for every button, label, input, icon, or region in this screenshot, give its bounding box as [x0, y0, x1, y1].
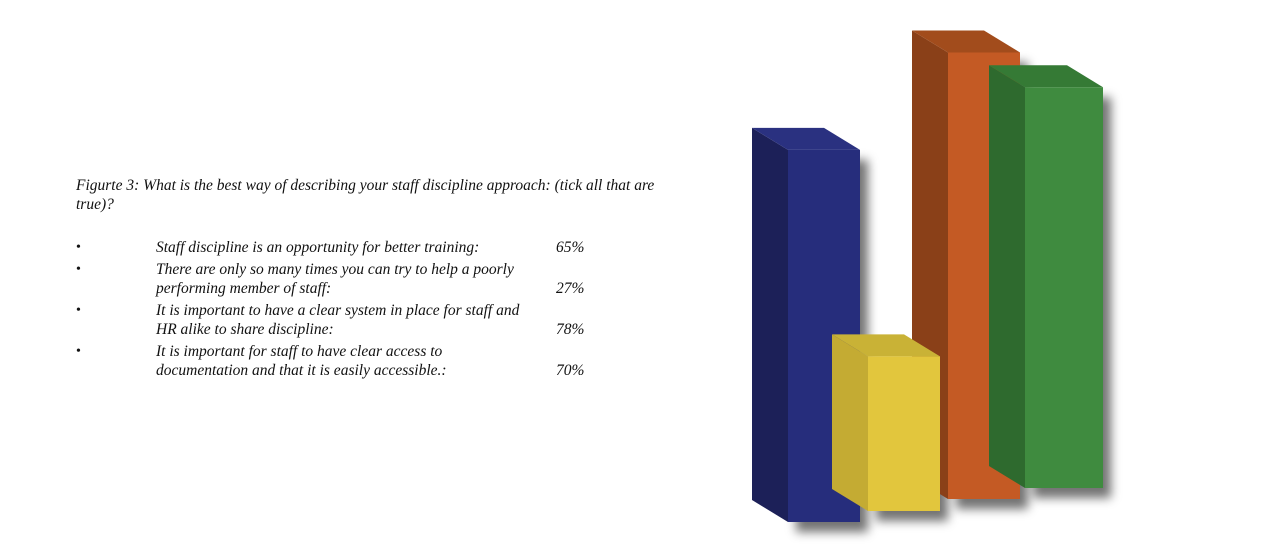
- item-text: Staff discipline is an opportunity for b…: [156, 239, 480, 256]
- bar-top-face: [989, 65, 1103, 88]
- item-value: 27%: [556, 280, 585, 297]
- item-value: 65%: [556, 239, 585, 256]
- response-list: • Staff discipline is an opportunity for…: [76, 238, 636, 383]
- bar-side-face: [832, 334, 868, 511]
- list-item: • It is important to have a clear system…: [76, 301, 636, 339]
- bullet: •: [76, 240, 81, 255]
- item-text: It is important for staff to have clear …: [156, 343, 447, 379]
- list-item: • There are only so many times you can t…: [76, 260, 636, 298]
- bar-front-face: [868, 356, 940, 511]
- list-item: • It is important for staff to have clea…: [76, 342, 636, 380]
- bar-front-face: [1025, 87, 1103, 488]
- bullet: •: [76, 262, 81, 277]
- item-value: 78%: [556, 321, 585, 338]
- bar-side-face: [989, 65, 1025, 488]
- bar-chart-3d: [752, 30, 1111, 532]
- figure-caption: Figurte 3: What is the best way of descr…: [76, 177, 655, 213]
- bar-top-face: [912, 30, 1020, 53]
- bullet: •: [76, 344, 81, 359]
- list-item: • Staff discipline is an opportunity for…: [76, 238, 636, 257]
- bars-group: [752, 30, 1103, 522]
- bullet: •: [76, 303, 81, 318]
- bar-side-face: [752, 127, 788, 522]
- item-text: There are only so many times you can try…: [156, 261, 514, 297]
- bar-top-face: [832, 334, 940, 357]
- bar-2: [832, 334, 940, 511]
- bar-top-face: [752, 127, 860, 150]
- item-value: 70%: [556, 362, 585, 379]
- item-text: It is important to have a clear system i…: [156, 302, 520, 338]
- bar-4: [989, 65, 1103, 488]
